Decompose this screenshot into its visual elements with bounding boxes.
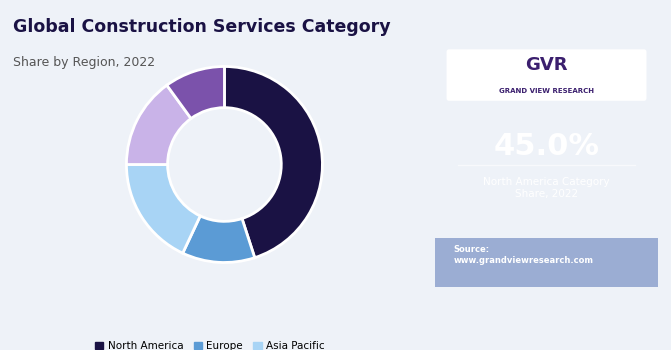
Text: GRAND VIEW RESEARCH: GRAND VIEW RESEARCH bbox=[499, 88, 594, 94]
Text: Share by Region, 2022: Share by Region, 2022 bbox=[13, 56, 156, 69]
Text: North America Category
Share, 2022: North America Category Share, 2022 bbox=[483, 177, 610, 198]
FancyBboxPatch shape bbox=[447, 49, 646, 101]
Wedge shape bbox=[224, 66, 323, 258]
Text: 45.0%: 45.0% bbox=[493, 132, 599, 161]
Wedge shape bbox=[126, 85, 191, 164]
Bar bbox=[435, 238, 658, 287]
Wedge shape bbox=[126, 164, 200, 253]
Text: Source:
www.grandviewresearch.com: Source: www.grandviewresearch.com bbox=[453, 245, 593, 265]
Wedge shape bbox=[183, 216, 255, 262]
Wedge shape bbox=[167, 66, 224, 119]
Text: Global Construction Services Category: Global Construction Services Category bbox=[13, 18, 391, 35]
Text: GVR: GVR bbox=[525, 56, 568, 74]
